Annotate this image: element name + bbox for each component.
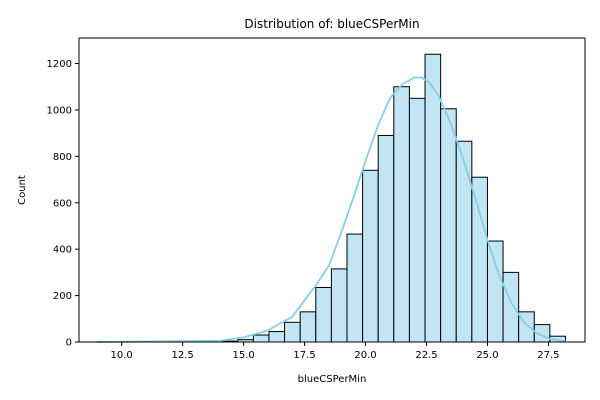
x-tick-label: 27.5 — [537, 350, 559, 361]
y-axis-label: Count — [17, 175, 28, 205]
histogram-bar — [268, 331, 286, 343]
y-tick-label: 0 — [66, 338, 72, 349]
histogram-bar — [362, 169, 379, 343]
y-tick-label: 400 — [53, 245, 72, 256]
histogram-bar — [330, 268, 348, 343]
histogram-bar — [252, 334, 270, 343]
y-tick-label: 600 — [53, 198, 72, 209]
kde-curve — [97, 76, 566, 343]
plot-frame — [78, 37, 586, 343]
histogram-bar — [440, 108, 457, 343]
chart-title: Distribution of: blueCSPerMin — [244, 17, 419, 31]
histogram-bar — [299, 311, 317, 343]
histogram-bar — [471, 176, 488, 343]
histogram-bar — [486, 240, 504, 343]
y-axis-ticks: 0 200 400 600 800 1000 1200 — [47, 59, 79, 349]
x-axis-label: blueCSPerMin — [298, 374, 367, 385]
histogram-bars — [96, 53, 566, 343]
histogram-bar — [346, 233, 364, 343]
y-tick-label: 200 — [53, 291, 72, 302]
histogram-bar — [408, 97, 426, 343]
x-tick-label: 10.0 — [111, 350, 133, 361]
histogram-bar — [284, 321, 301, 343]
histogram-bar — [502, 271, 520, 343]
histogram-bar — [393, 86, 410, 343]
histogram-bar — [377, 134, 395, 343]
x-tick-label: 12.5 — [172, 350, 194, 361]
x-axis-ticks: 10.0 12.5 15.0 17.5 20.0 22.5 25.0 27.5 — [111, 342, 560, 361]
x-tick-label: 15.0 — [232, 350, 254, 361]
x-tick-label: 22.5 — [415, 350, 437, 361]
y-tick-label: 1200 — [47, 59, 72, 70]
x-tick-label: 17.5 — [293, 350, 315, 361]
y-tick-label: 1000 — [47, 105, 72, 116]
histogram-bar — [455, 140, 473, 343]
histogram-bar — [315, 286, 332, 343]
y-tick-label: 800 — [53, 152, 72, 163]
histogram-bar — [424, 53, 442, 343]
x-tick-label: 20.0 — [354, 350, 376, 361]
x-tick-label: 25.0 — [476, 350, 498, 361]
